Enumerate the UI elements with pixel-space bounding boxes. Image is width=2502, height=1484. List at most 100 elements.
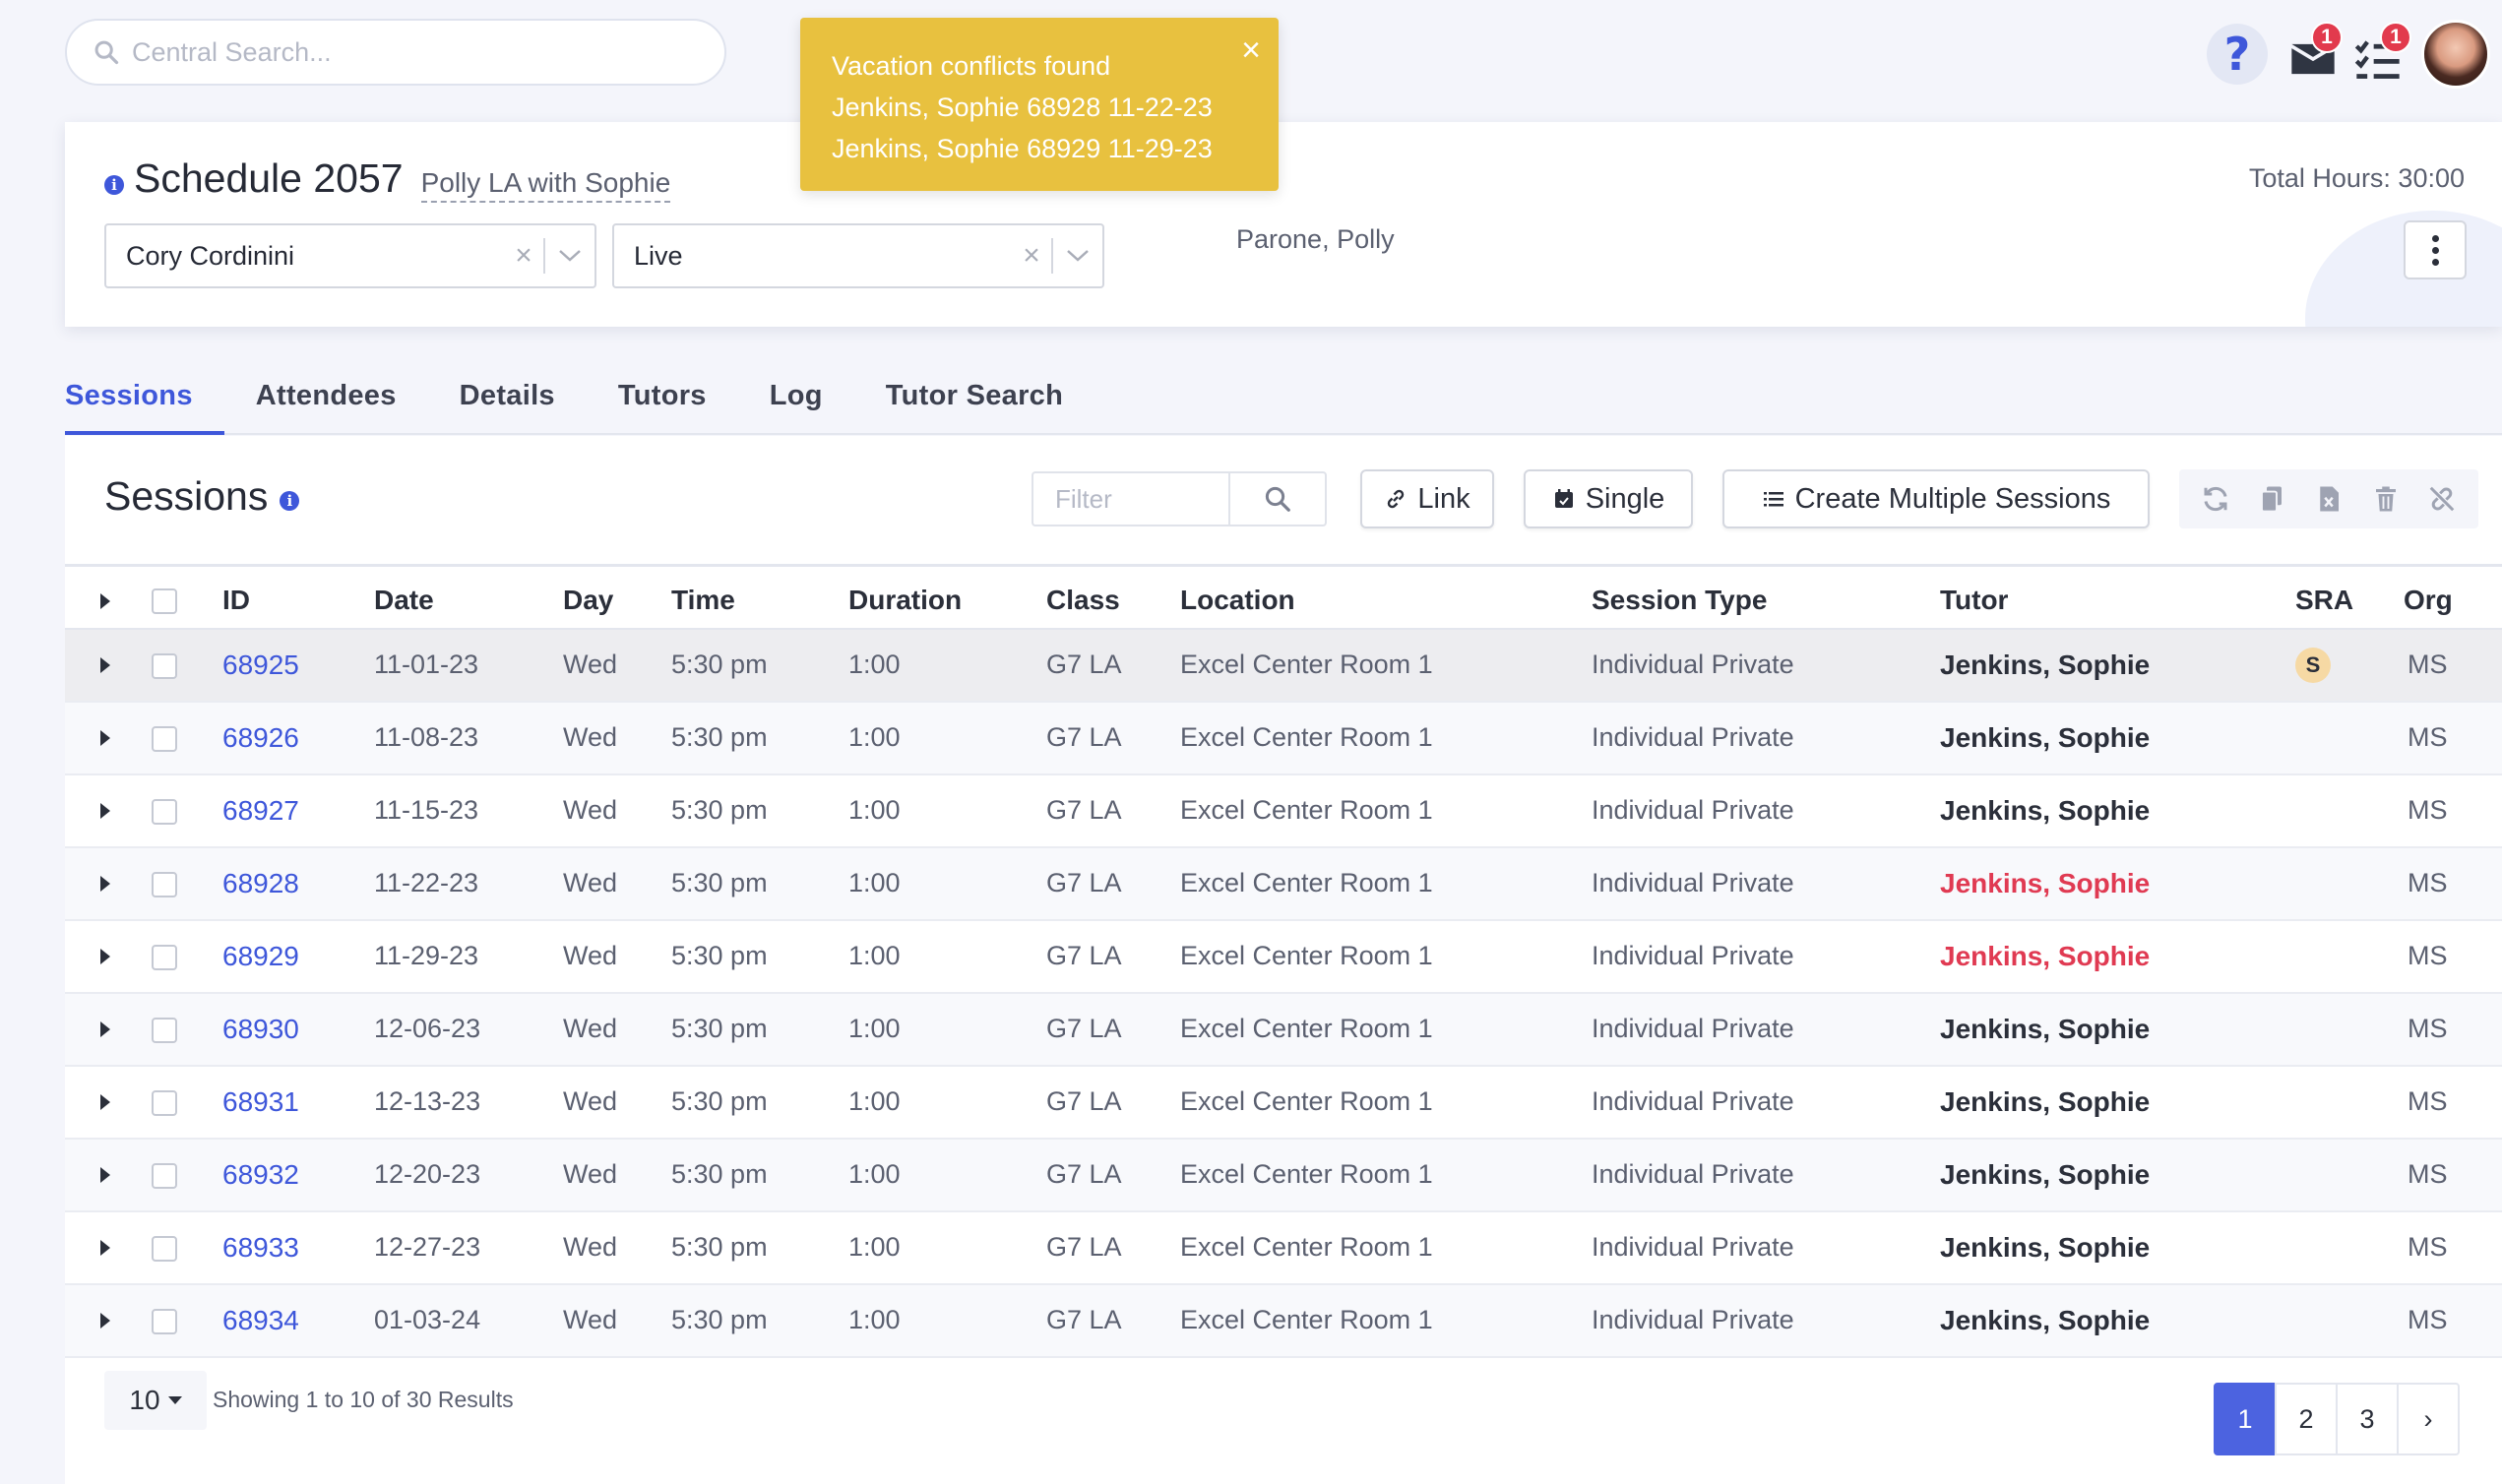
row-checkbox[interactable] [152, 652, 177, 679]
row-checkbox[interactable] [152, 944, 177, 970]
tab-tutor-search[interactable]: Tutor Search [885, 380, 1064, 411]
expand-row-toggle[interactable] [65, 847, 152, 920]
link-button[interactable]: Link [1360, 469, 1494, 528]
cell-id[interactable]: 68930 [222, 1013, 299, 1044]
page-size-select[interactable]: 10 [104, 1371, 207, 1430]
column-header[interactable]: Time [671, 584, 735, 615]
cell-tutor[interactable]: Jenkins, Sophie [1940, 649, 2151, 680]
more-options-button[interactable] [2404, 220, 2467, 279]
info-icon[interactable]: i [280, 490, 300, 511]
central-search[interactable] [65, 19, 726, 86]
tab-details[interactable]: Details [459, 380, 555, 411]
expand-row-toggle[interactable] [65, 920, 152, 993]
trash-icon[interactable] [2371, 484, 2401, 514]
column-header[interactable]: ID [222, 584, 250, 615]
table-row[interactable]: 68929 11-29-23 Wed 5:30 pm 1:00 G7 LA Excel Ce… [65, 920, 2502, 993]
tasks-icon[interactable]: 1 [2352, 22, 2411, 83]
column-header[interactable]: Class [1046, 584, 1120, 615]
column-header[interactable]: SRA [2295, 584, 2354, 615]
excel-export-icon[interactable] [2314, 484, 2344, 514]
cell-id[interactable]: 68925 [222, 649, 299, 680]
clear-icon[interactable]: × [515, 239, 532, 272]
tab-attendees[interactable]: Attendees [255, 380, 397, 411]
next-page-button[interactable]: › [2397, 1383, 2460, 1455]
cell-tutor[interactable]: Jenkins, Sophie [1940, 794, 2151, 826]
cell-tutor[interactable]: Jenkins, Sophie [1940, 1085, 2151, 1117]
cell-id[interactable]: 68933 [222, 1231, 299, 1263]
schedule-subtitle[interactable]: Polly LA with Sophie [420, 167, 671, 203]
column-header[interactable]: Tutor [1940, 584, 2009, 615]
expand-all-toggle[interactable] [65, 566, 152, 629]
cell-tutor[interactable]: Jenkins, Sophie [1940, 940, 2151, 971]
expand-row-toggle[interactable] [65, 1066, 152, 1139]
cell-id[interactable]: 68926 [222, 721, 299, 753]
row-checkbox[interactable] [152, 1089, 177, 1116]
column-header[interactable]: Day [563, 584, 614, 615]
page-button[interactable]: 2 [2275, 1383, 2338, 1455]
cell-tutor[interactable]: Jenkins, Sophie [1940, 1013, 2151, 1044]
user-avatar[interactable] [2421, 20, 2490, 89]
tab-tutors[interactable]: Tutors [617, 380, 707, 411]
expand-row-toggle[interactable] [65, 702, 152, 774]
single-session-button[interactable]: Single [1524, 469, 1693, 528]
cell-id[interactable]: 68934 [222, 1304, 299, 1335]
row-checkbox[interactable] [152, 798, 177, 825]
page-button[interactable]: 3 [2336, 1383, 2399, 1455]
cell-tutor[interactable]: Jenkins, Sophie [1940, 1304, 2151, 1335]
refresh-icon[interactable] [2201, 484, 2230, 514]
cell-tutor[interactable]: Jenkins, Sophie [1940, 867, 2151, 898]
row-checkbox[interactable] [152, 1017, 177, 1043]
clear-icon[interactable]: × [1023, 239, 1040, 272]
table-row[interactable]: 68932 12-20-23 Wed 5:30 pm 1:00 G7 LA Excel Ce… [65, 1138, 2502, 1211]
tab-sessions[interactable]: Sessions [65, 364, 224, 435]
expand-row-toggle[interactable] [65, 629, 152, 702]
column-header[interactable]: Session Type [1592, 584, 1768, 615]
column-header[interactable]: Org [2404, 584, 2453, 615]
expand-row-toggle[interactable] [65, 1284, 152, 1357]
table-row[interactable]: 68926 11-08-23 Wed 5:30 pm 1:00 G7 LA Excel Ce… [65, 701, 2502, 774]
expand-row-toggle[interactable] [65, 1139, 152, 1211]
cell-id[interactable]: 68932 [222, 1158, 299, 1190]
unlink-icon[interactable] [2427, 484, 2457, 514]
table-row[interactable]: 68925 11-01-23 Wed 5:30 pm 1:00 G7 LA Excel Ce… [65, 628, 2502, 702]
row-checkbox[interactable] [152, 725, 177, 752]
expand-row-toggle[interactable] [65, 993, 152, 1066]
page-button[interactable]: 1 [2214, 1383, 2277, 1455]
cell-id[interactable]: 68928 [222, 867, 299, 898]
table-row[interactable]: 68928 11-22-23 Wed 5:30 pm 1:00 G7 LA Excel Ce… [65, 846, 2502, 920]
create-multiple-sessions-button[interactable]: Create Multiple Sessions [1722, 469, 2150, 528]
table-row[interactable]: 68933 12-27-23 Wed 5:30 pm 1:00 G7 LA Excel Ce… [65, 1211, 2502, 1284]
help-icon[interactable]: ? [2207, 24, 2268, 85]
copy-icon[interactable] [2257, 484, 2286, 514]
select-all-checkbox[interactable] [152, 588, 177, 615]
row-checkbox[interactable] [152, 871, 177, 897]
close-icon[interactable]: × [1241, 31, 1261, 69]
table-row[interactable]: 68934 01-03-24 Wed 5:30 pm 1:00 G7 LA Excel Ce… [65, 1283, 2502, 1357]
mail-icon[interactable]: 1 [2285, 22, 2343, 83]
tab-log[interactable]: Log [769, 380, 823, 411]
staff-select[interactable]: Cory Cordinini × [104, 223, 596, 288]
expand-row-toggle[interactable] [65, 1211, 152, 1284]
chevron-down-icon[interactable] [545, 249, 594, 263]
filter-search-button[interactable] [1228, 473, 1325, 525]
cell-id[interactable]: 68929 [222, 940, 299, 971]
status-select[interactable]: Live × [612, 223, 1104, 288]
cell-tutor[interactable]: Jenkins, Sophie [1940, 1158, 2151, 1190]
table-row[interactable]: 68931 12-13-23 Wed 5:30 pm 1:00 G7 LA Excel Ce… [65, 1066, 2502, 1139]
column-header[interactable]: Duration [848, 584, 963, 615]
column-header[interactable]: Date [374, 584, 434, 615]
column-header[interactable]: Location [1180, 584, 1295, 615]
cell-id[interactable]: 68927 [222, 794, 299, 826]
cell-tutor[interactable]: Jenkins, Sophie [1940, 721, 2151, 753]
row-checkbox[interactable] [152, 1235, 177, 1262]
info-icon[interactable]: i [104, 175, 124, 195]
row-checkbox[interactable] [152, 1162, 177, 1189]
expand-row-toggle[interactable] [65, 774, 152, 847]
cell-id[interactable]: 68931 [222, 1085, 299, 1117]
row-checkbox[interactable] [152, 1308, 177, 1334]
chevron-down-icon[interactable] [1053, 249, 1102, 263]
filter-input[interactable] [1033, 473, 1228, 525]
central-search-input[interactable] [132, 36, 683, 68]
cell-tutor[interactable]: Jenkins, Sophie [1940, 1231, 2151, 1263]
table-row[interactable]: 68927 11-15-23 Wed 5:30 pm 1:00 G7 LA Excel Ce… [65, 774, 2502, 847]
